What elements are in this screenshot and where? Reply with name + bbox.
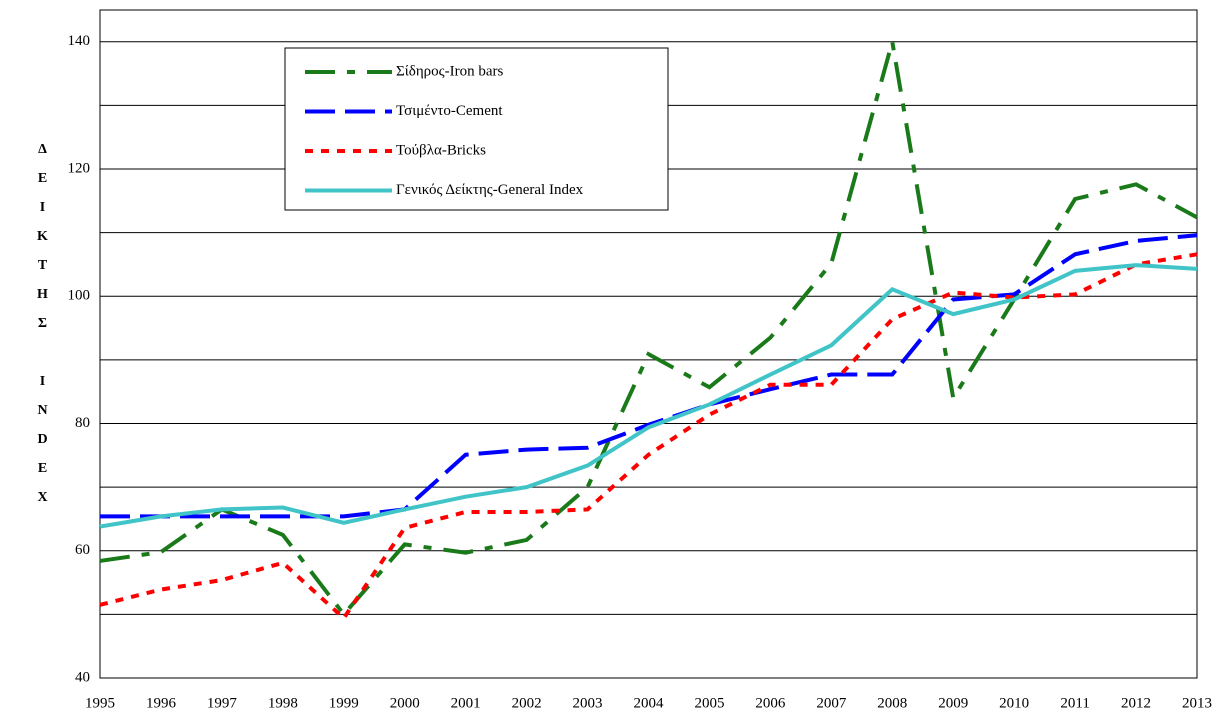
x-tick-label: 2013 bbox=[1182, 695, 1212, 711]
y-axis-label: ΔΕΙΚΤΗΣ INDEX bbox=[35, 142, 50, 519]
x-tick-label: 2010 bbox=[999, 695, 1029, 711]
x-tick-label: 2002 bbox=[512, 695, 542, 711]
x-tick-label: 2009 bbox=[938, 695, 968, 711]
legend-label: Τσιμέντο-Cement bbox=[396, 103, 503, 119]
x-tick-label: 2005 bbox=[694, 695, 724, 711]
x-tick-label: 1999 bbox=[329, 695, 359, 711]
x-tick-label: 2004 bbox=[634, 695, 665, 711]
x-tick-label: 2008 bbox=[877, 695, 907, 711]
legend-label: Γενικός Δείκτης-General Index bbox=[396, 182, 584, 198]
x-tick-label: 1996 bbox=[146, 695, 177, 711]
x-tick-label: 2011 bbox=[1060, 695, 1089, 711]
legend-label: Σίδηρος-Iron bars bbox=[396, 63, 503, 79]
series-line bbox=[99, 263, 1198, 529]
series-line bbox=[99, 252, 1198, 622]
x-tick-label: 1998 bbox=[268, 695, 298, 711]
legend-box bbox=[284, 47, 669, 211]
x-tick-label: 2001 bbox=[451, 695, 481, 711]
x-tick-label: 2006 bbox=[755, 695, 786, 711]
y-tick-label: 60 bbox=[75, 542, 90, 558]
y-tick-label: 40 bbox=[75, 669, 90, 685]
x-tick-label: 2003 bbox=[573, 695, 603, 711]
x-tick-label: 1995 bbox=[85, 695, 115, 711]
series-line bbox=[100, 233, 1198, 519]
y-tick-label: 80 bbox=[75, 415, 90, 431]
y-tick-label: 140 bbox=[68, 33, 91, 49]
x-tick-label: 1997 bbox=[207, 695, 238, 711]
plot-border bbox=[99, 9, 1198, 679]
y-tick-label: 100 bbox=[68, 288, 91, 304]
x-tick-label: 2012 bbox=[1121, 695, 1151, 711]
x-tick-label: 2007 bbox=[816, 695, 847, 711]
legend-label: Τούβλα-Bricks bbox=[396, 142, 486, 158]
y-tick-label: 120 bbox=[68, 160, 91, 176]
x-tick-label: 2000 bbox=[390, 695, 420, 711]
